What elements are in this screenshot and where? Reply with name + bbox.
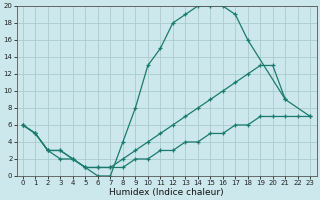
X-axis label: Humidex (Indice chaleur): Humidex (Indice chaleur) [109, 188, 224, 197]
